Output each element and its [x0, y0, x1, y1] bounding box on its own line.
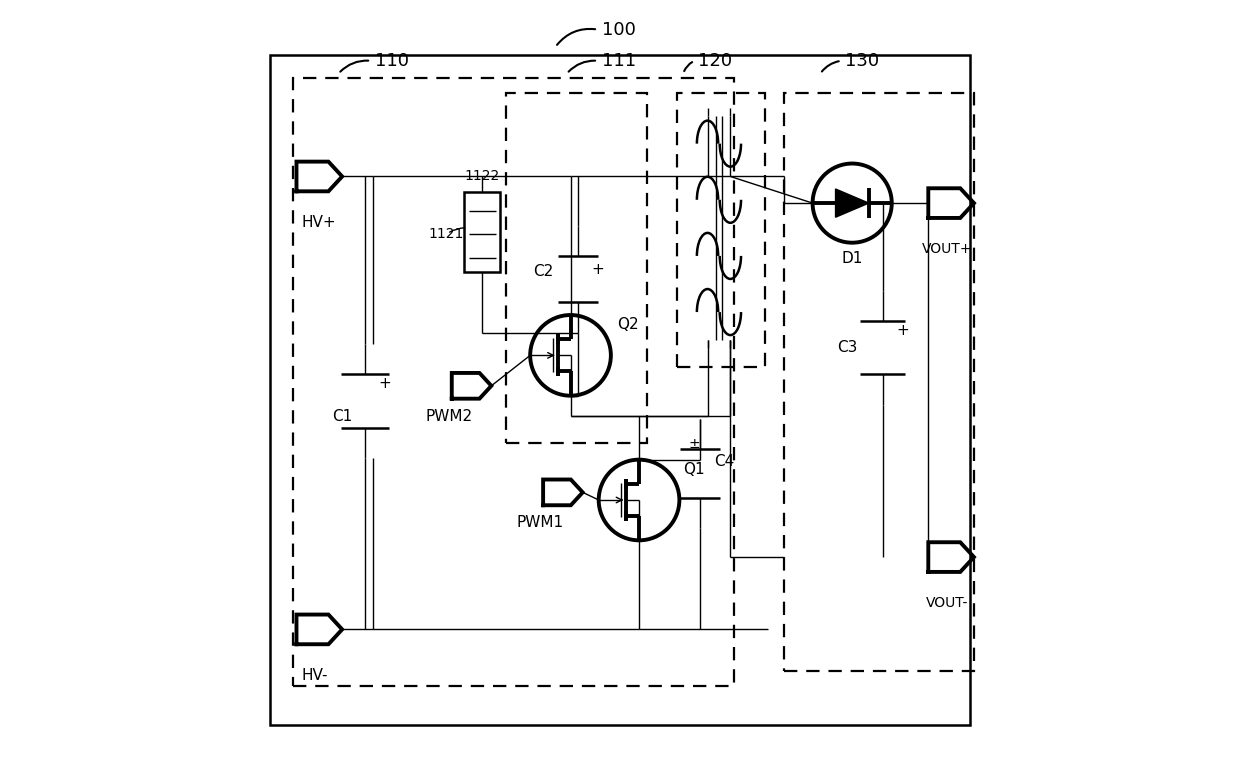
- Text: 100: 100: [601, 21, 636, 38]
- Text: 111: 111: [601, 52, 636, 70]
- Bar: [270, 55, 970, 724]
- Bar: [293, 77, 734, 687]
- Text: VOUT-: VOUT-: [926, 596, 968, 610]
- Text: Q2: Q2: [618, 317, 639, 332]
- Text: 1121: 1121: [428, 227, 464, 241]
- Text: 130: 130: [846, 52, 879, 70]
- Text: Q1: Q1: [683, 462, 704, 477]
- Text: 110: 110: [374, 52, 409, 70]
- Text: +: +: [591, 262, 605, 277]
- Bar: [506, 92, 646, 443]
- Text: C4: C4: [714, 455, 734, 469]
- Text: +: +: [897, 322, 909, 338]
- Bar: [677, 92, 765, 367]
- Text: HV+: HV+: [301, 215, 336, 230]
- Bar: [464, 192, 501, 272]
- Text: PWM1: PWM1: [517, 516, 564, 530]
- Text: C2: C2: [533, 264, 553, 279]
- Text: +: +: [378, 376, 392, 391]
- Text: 120: 120: [698, 52, 733, 70]
- Polygon shape: [836, 189, 869, 217]
- Text: C1: C1: [332, 409, 352, 424]
- Text: D1: D1: [842, 251, 863, 266]
- Text: 1122: 1122: [464, 170, 500, 183]
- Text: VOUT+: VOUT+: [923, 241, 972, 256]
- Text: C3: C3: [837, 340, 858, 355]
- Text: HV-: HV-: [301, 668, 329, 682]
- Bar: [784, 92, 973, 672]
- Text: ±: ±: [688, 438, 701, 452]
- Text: PWM2: PWM2: [425, 409, 472, 424]
